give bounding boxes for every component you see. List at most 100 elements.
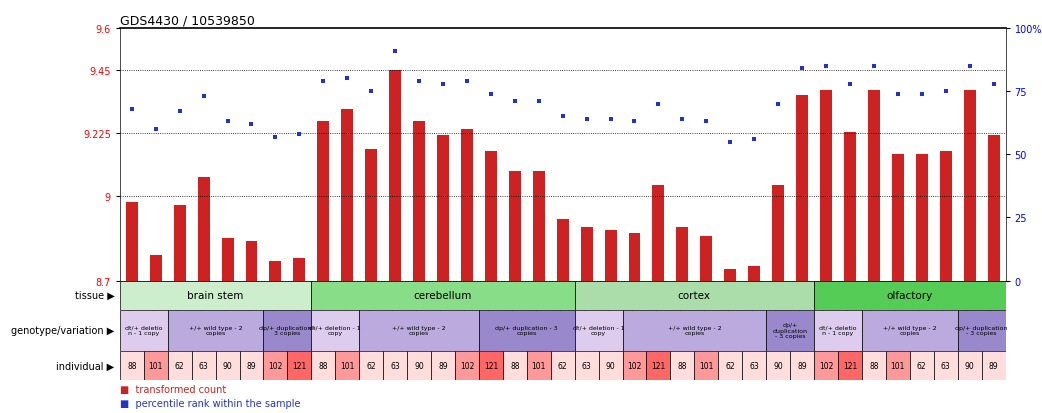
Bar [294,259,305,281]
Text: 90: 90 [223,361,232,370]
Point [890,91,907,98]
Bar [964,90,975,281]
Bar [838,351,862,380]
Bar [312,310,359,351]
Text: dp/+ duplication - 3
copies: dp/+ duplication - 3 copies [495,325,559,336]
Bar [574,310,622,351]
Bar [383,351,407,380]
Point [578,116,595,123]
Point [506,99,523,105]
Bar [622,351,646,380]
Text: dp/+
duplication
- 3 copies: dp/+ duplication - 3 copies [772,323,808,338]
Point [938,88,954,95]
Bar [988,135,999,281]
Point [530,99,547,105]
Bar [455,351,479,380]
Bar [958,351,982,380]
Text: 88: 88 [319,361,328,370]
Bar [461,130,473,281]
Text: olfactory: olfactory [887,290,933,300]
Text: 89: 89 [797,361,807,370]
Point [674,116,691,123]
Text: cortex: cortex [678,290,711,300]
Bar [796,96,808,281]
Bar [574,281,814,310]
Text: 62: 62 [917,361,926,370]
Point [267,134,283,140]
Bar [910,351,934,380]
Point [722,139,739,145]
Bar [264,351,288,380]
Bar [934,351,958,380]
Bar [551,351,574,380]
Text: 63: 63 [749,361,759,370]
Text: 63: 63 [941,361,950,370]
Bar [916,155,927,281]
Bar [365,149,377,281]
Point [962,63,978,70]
Text: ■  transformed count: ■ transformed count [120,384,226,394]
Bar [359,310,479,351]
Text: dp/+ duplication -
3 copies: dp/+ duplication - 3 copies [259,325,316,336]
Bar [958,310,1006,351]
Point [794,66,811,73]
Text: 101: 101 [531,361,546,370]
Bar [407,351,431,380]
Text: dt/+ deletio
n - 1 copy: dt/+ deletio n - 1 copy [819,325,857,336]
Bar [312,281,574,310]
Text: +/+ wild type - 2
copies: +/+ wild type - 2 copies [189,325,243,336]
Bar [598,351,622,380]
Bar [120,281,312,310]
Text: 62: 62 [367,361,376,370]
Bar [982,351,1006,380]
Bar [652,186,665,281]
Text: individual ▶: individual ▶ [56,361,115,370]
Bar [814,310,862,351]
Bar [192,351,216,380]
Bar [150,256,162,281]
Bar [485,152,497,281]
Bar [556,219,569,281]
Text: 121: 121 [483,361,498,370]
Point [986,81,1002,88]
Bar [527,351,551,380]
Text: 102: 102 [460,361,474,370]
Text: 89: 89 [247,361,256,370]
Text: dp/+ duplication
- 3 copies: dp/+ duplication - 3 copies [956,325,1008,336]
Bar [772,186,784,281]
Bar [766,351,790,380]
Bar [503,351,527,380]
Bar [766,310,814,351]
Point [770,101,787,108]
Text: brain stem: brain stem [188,290,244,300]
Point [866,63,883,70]
Point [315,78,331,85]
Bar [168,351,192,380]
Bar [670,351,694,380]
Point [243,121,259,128]
Bar [264,310,312,351]
Text: 121: 121 [292,361,306,370]
Text: genotype/variation ▶: genotype/variation ▶ [11,325,115,335]
Bar [886,351,910,380]
Bar [479,310,574,351]
Text: 63: 63 [199,361,208,370]
Text: 89: 89 [439,361,448,370]
Bar [312,351,336,380]
Bar [868,90,879,281]
Text: 101: 101 [149,361,163,370]
Bar [288,351,312,380]
Text: 62: 62 [557,361,568,370]
Bar [622,310,766,351]
Point [914,91,931,98]
Point [411,78,427,85]
Bar [174,205,185,281]
Bar [318,121,329,281]
Bar [574,351,598,380]
Point [554,114,571,120]
Text: 62: 62 [725,361,735,370]
Text: dt/+ deletio
n - 1 copy: dt/+ deletio n - 1 copy [125,325,163,336]
Bar [628,233,641,281]
Text: 102: 102 [627,361,642,370]
Bar [724,270,737,281]
